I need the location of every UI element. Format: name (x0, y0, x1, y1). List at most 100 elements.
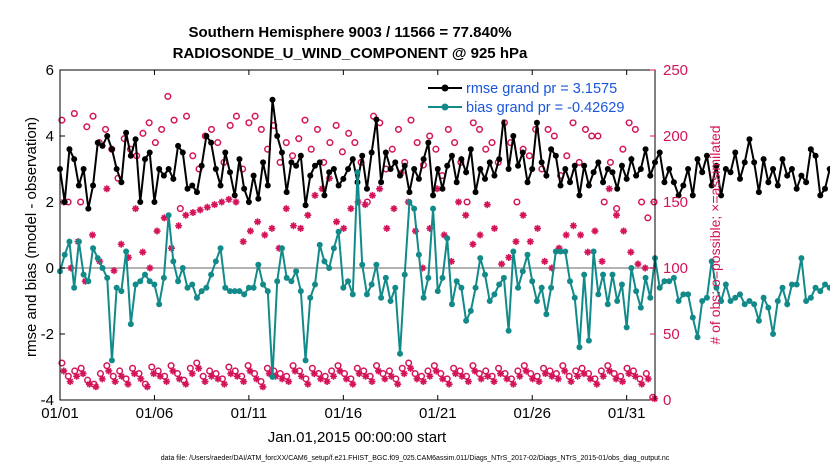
obs-assimilated-marker (118, 372, 126, 380)
obs-assimilated-marker (631, 372, 639, 380)
obs-assimilated-marker (297, 224, 305, 232)
bias-point (609, 271, 616, 278)
obs-assimilated-marker (203, 203, 211, 211)
obs-assimilated-marker (484, 372, 492, 380)
obs-assimilated-marker (132, 205, 140, 213)
bias-point (618, 281, 625, 288)
obs-assimilated-marker (304, 380, 312, 388)
obs-assimilated-marker (265, 370, 273, 378)
obs-assimilated-marker (252, 375, 260, 383)
bias-point (335, 228, 342, 235)
obs-possible-marker (394, 125, 403, 133)
rmse-point (118, 179, 125, 186)
bias-point (552, 248, 559, 255)
obs-assimilated-marker (246, 227, 254, 235)
obs-possible-marker (207, 125, 216, 133)
obs-assimilated-marker (103, 185, 111, 193)
rmse-point (170, 175, 177, 182)
bias-point (458, 284, 465, 291)
legend-box (423, 76, 655, 120)
obs-assimilated-marker (291, 367, 299, 375)
obs-assimilated-marker (130, 370, 138, 378)
obs-possible-marker (513, 198, 521, 206)
bias-point (359, 261, 366, 268)
rmse-point (184, 185, 191, 192)
rmse-point (156, 166, 163, 172)
obs-assimilated-marker (548, 372, 556, 380)
y2-tick-label: 50 (663, 326, 680, 343)
obs-assimilated-marker (79, 370, 87, 378)
legend-bias-label: bias grand pr = -0.42629 (466, 100, 624, 116)
obs-assimilated-marker (289, 222, 297, 230)
obs-assimilated-marker (413, 375, 421, 383)
obs-assimilated-marker (340, 224, 348, 232)
bias-point (260, 281, 267, 288)
obs-assimilated-marker (163, 378, 171, 386)
rmse-point (477, 166, 484, 172)
bias-point (80, 271, 87, 278)
bias-point (165, 212, 172, 219)
rmse-point (264, 182, 271, 189)
obs-assimilated-marker (419, 378, 427, 386)
obs-assimilated-marker (433, 185, 441, 193)
obs-assimilated-marker (254, 218, 262, 226)
obs-assimilated-marker (150, 370, 158, 378)
obs-assimilated-marker (541, 370, 549, 378)
obs-assimilated-marker (407, 364, 415, 372)
obs-possible-marker (326, 139, 334, 147)
rmse-point (722, 166, 729, 172)
bias-point (637, 304, 644, 311)
obs-possible-marker (482, 145, 490, 153)
obs-assimilated-marker (464, 378, 472, 386)
rmse-point (80, 166, 87, 172)
rmse-point (113, 166, 120, 172)
rmse-point (519, 149, 526, 156)
plot-area: 01/01 01/06 01/11 01/16 01/21 01/26 01/31 -4 -2… (41, 62, 830, 422)
rmse-point (727, 169, 734, 176)
rmse-point (132, 136, 139, 143)
rmse-point (614, 185, 621, 192)
obs-possible-marker (183, 112, 191, 120)
obs-assimilated-marker (458, 372, 466, 380)
obs-assimilated-marker (195, 364, 203, 372)
rmse-point (175, 142, 182, 149)
bias-point (543, 311, 550, 318)
bias-point (61, 251, 68, 258)
rmse-point (401, 162, 408, 169)
obs-assimilated-marker (268, 224, 276, 232)
obs-possible-marker (426, 132, 434, 140)
data-file-footnote: data file: /Users/raeder/DAI/ATM_forcXX/… (161, 455, 670, 462)
bias-point (585, 337, 592, 344)
rmse-point (765, 179, 772, 186)
rmse-point (661, 179, 668, 186)
obs-assimilated-marker (137, 375, 145, 383)
obs-assimilated-marker (124, 253, 132, 261)
obs-possible-marker (295, 135, 303, 143)
bias-point (581, 271, 588, 278)
bias-point (330, 245, 337, 252)
obs-assimilated-marker (439, 375, 447, 383)
rmse-point (321, 192, 328, 199)
obs-assimilated-marker (535, 378, 543, 386)
rmse-point (189, 182, 196, 189)
bias-point (146, 278, 153, 285)
bias-point (529, 278, 536, 285)
obs-possible-marker (638, 198, 646, 206)
bias-point (722, 281, 729, 288)
bias-point (179, 265, 186, 271)
obs-assimilated-marker (361, 201, 369, 209)
obs-assimilated-marker (529, 375, 537, 383)
obs-assimilated-marker (598, 257, 606, 265)
rmse-point (231, 192, 238, 199)
bias-point (297, 288, 304, 295)
bias-point (737, 291, 743, 298)
obs-assimilated-marker (599, 372, 607, 380)
obs-assimilated-marker (182, 211, 190, 219)
obs-assimilated-marker (156, 372, 164, 380)
bias-point (533, 298, 540, 304)
rmse-point (685, 166, 692, 172)
rmse-point (548, 146, 555, 153)
obs-possible-marker (345, 129, 353, 137)
bias-point (90, 245, 97, 252)
rmse-point (708, 182, 715, 189)
